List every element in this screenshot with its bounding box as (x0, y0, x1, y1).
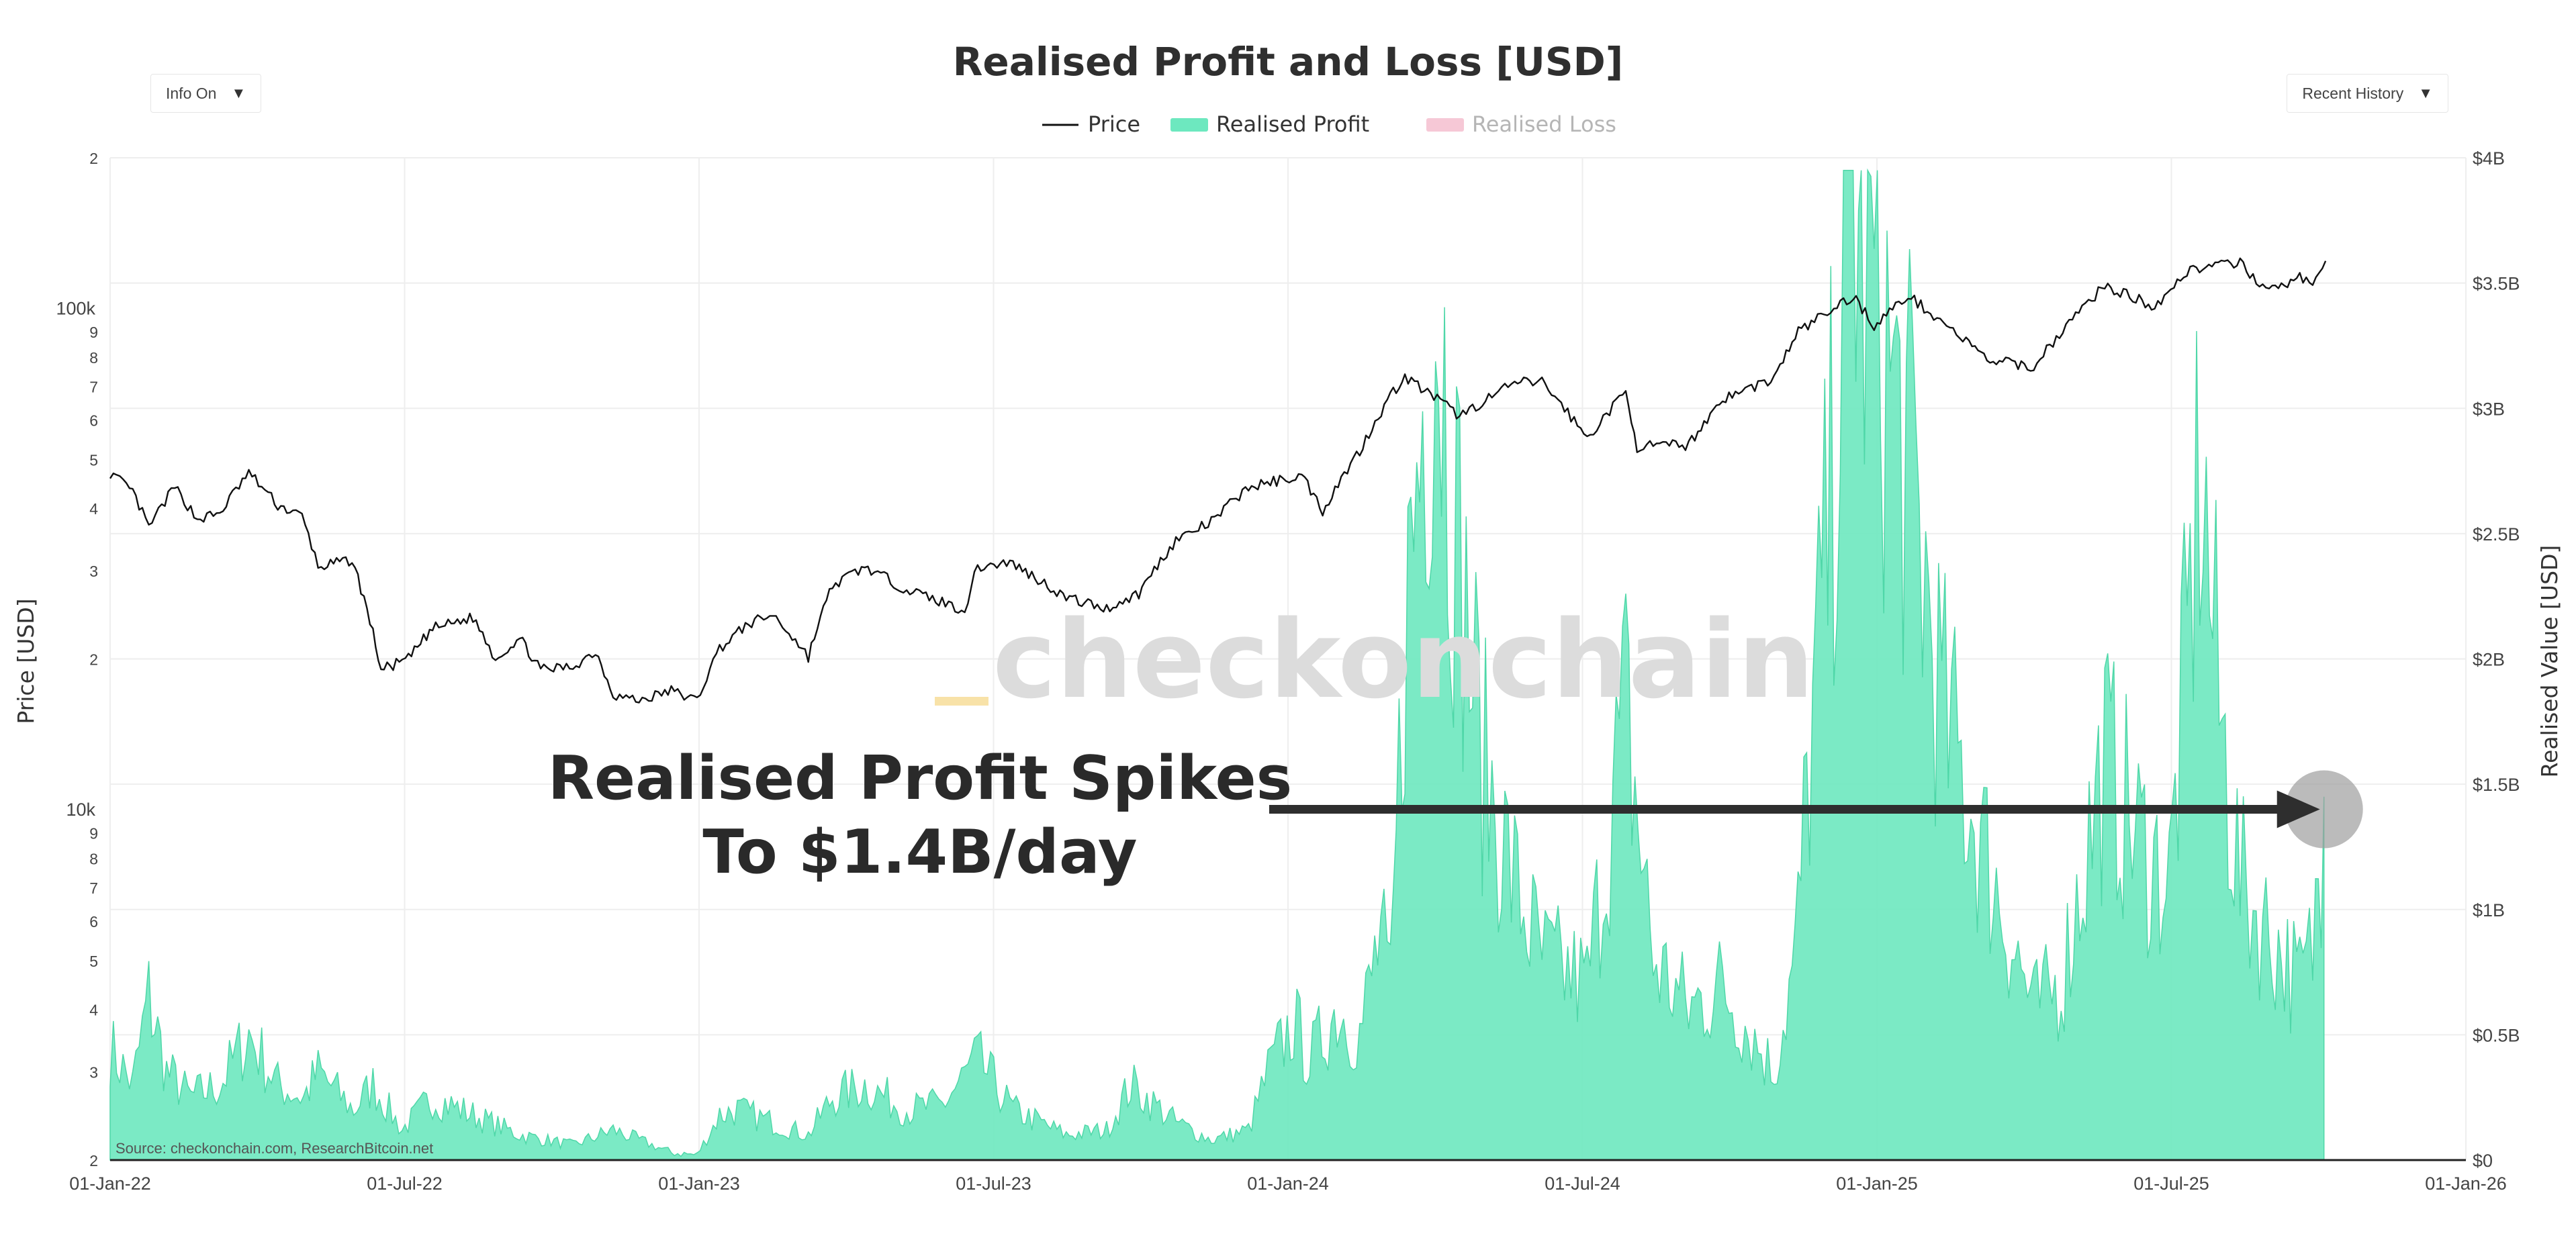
x-tick-label: 01-Jul-25 (2133, 1173, 2209, 1194)
left-tick-label: 7 (89, 879, 98, 897)
left-axis-label: Price [USD] (13, 598, 39, 724)
left-tick-label: 2 (89, 1152, 98, 1169)
source-text: Source: checkonchain.com, ResearchBitcoi… (116, 1140, 433, 1157)
legend-swatch-profit (1170, 118, 1208, 132)
x-axis-ticks: 01-Jan-22 01-Jul-22 01-Jan-23 01-Jul-23 01-J… (69, 1173, 2507, 1194)
left-tick-label: 9 (89, 824, 98, 842)
left-tick-label: 6 (89, 412, 98, 429)
legend-swatch-loss (1426, 118, 1464, 132)
annotation-marker (2285, 770, 2363, 849)
left-tick-label: 2 (89, 150, 98, 167)
history-range-dropdown[interactable]: Recent History ▼ (2287, 74, 2448, 113)
annotation-arrow (1269, 770, 2363, 849)
right-tick-label: $0 (2473, 1151, 2493, 1171)
x-tick-label: 01-Jul-23 (956, 1173, 1031, 1194)
right-tick-label: $3.5B (2473, 274, 2520, 294)
left-axis-ticks: 2 100k 9 8 7 6 5 4 3 2 10k 9 8 7 6 5 4 3 2 (56, 150, 98, 1169)
right-tick-label: $4B (2473, 148, 2505, 169)
left-tick-label: 5 (89, 451, 98, 469)
right-tick-label: $1B (2473, 900, 2505, 920)
left-tick-label: 8 (89, 349, 98, 367)
left-tick-label: 100k (56, 299, 95, 319)
x-tick-label: 01-Jan-24 (1247, 1173, 1329, 1194)
chart-title: Realised Profit and Loss [USD] (953, 39, 1624, 85)
info-toggle-dropdown[interactable]: Info On ▼ (150, 74, 262, 113)
info-toggle-label: Info On (166, 84, 217, 102)
annotation-arrow-head (2276, 790, 2320, 828)
left-tick-label: 7 (89, 378, 98, 395)
left-tick-label: 3 (89, 1064, 98, 1082)
legend-label: Price (1088, 111, 1140, 137)
realised-profit-area (109, 168, 2325, 1161)
right-tick-label: $2.5B (2473, 524, 2520, 544)
watermark-accent (935, 697, 988, 706)
watermark: checkonchain (993, 597, 1814, 722)
price-series (109, 257, 2327, 704)
legend-label: Realised Profit (1216, 111, 1369, 137)
left-tick-label: 5 (89, 953, 98, 970)
right-axis-label: Realised Value [USD] (2536, 545, 2563, 778)
x-tick-label: 01-Jul-22 (367, 1173, 443, 1194)
left-tick-label: 9 (89, 324, 98, 341)
annotation-line-2: To $1.4B/day (702, 817, 1137, 888)
right-tick-label: $0.5B (2473, 1025, 2520, 1045)
left-tick-label: 6 (89, 913, 98, 930)
right-tick-label: $2B (2473, 650, 2505, 670)
left-tick-label: 10k (66, 800, 95, 820)
x-tick-label: 01-Jul-24 (1545, 1173, 1620, 1194)
x-tick-label: 01-Jan-26 (2425, 1173, 2507, 1194)
left-tick-label: 4 (89, 1001, 98, 1018)
realised-profit-series (109, 168, 2325, 1161)
legend-label: Realised Loss (1472, 111, 1616, 137)
left-tick-label: 2 (89, 651, 98, 669)
x-tick-label: 01-Jan-25 (1836, 1173, 1918, 1194)
left-tick-label: 8 (89, 851, 98, 868)
price-line (109, 257, 2327, 704)
x-tick-label: 01-Jan-23 (658, 1173, 740, 1194)
right-axis-ticks: $0 $0.5B $1B $1.5B $2B $2.5B $3B $3.5B $4B (2473, 148, 2520, 1171)
history-range-label: Recent History (2302, 84, 2404, 102)
left-tick-label: 3 (89, 563, 98, 580)
legend: Price Realised Profit Realised Loss (1042, 111, 1616, 137)
chevron-down-icon: ▼ (231, 85, 246, 101)
x-tick-label: 01-Jan-22 (69, 1173, 151, 1194)
left-tick-label: 4 (89, 500, 98, 518)
annotation-line-1: Realised Profit Spikes (548, 743, 1293, 814)
chevron-down-icon: ▼ (2418, 85, 2433, 101)
right-tick-label: $3B (2473, 399, 2505, 419)
right-tick-label: $1.5B (2473, 775, 2520, 795)
